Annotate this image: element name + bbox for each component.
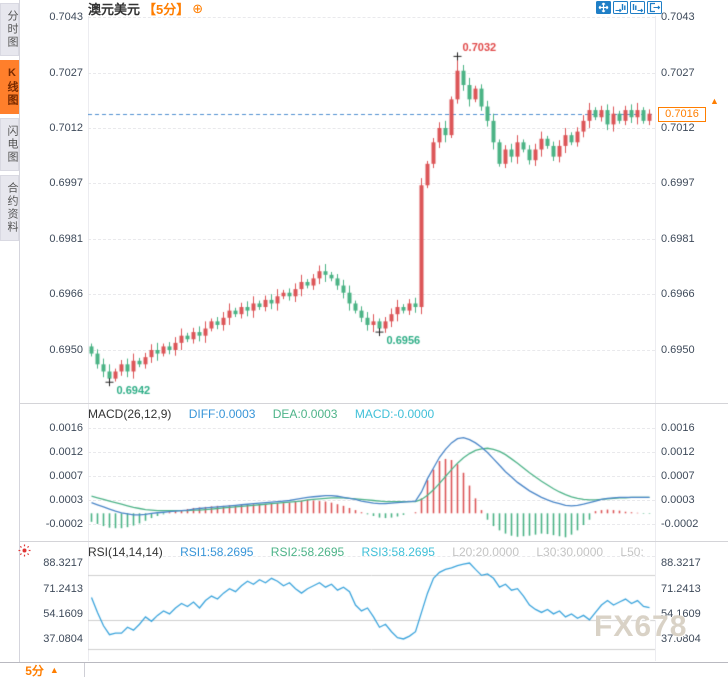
axis-tick-label: 0.7043 xyxy=(661,11,695,23)
sidebar-tab-time-chart[interactable]: 分时图 xyxy=(0,3,19,56)
expand-range-icon[interactable] xyxy=(630,1,645,14)
axis-tick-label: 0.0016 xyxy=(661,422,695,434)
symbol-title: 澳元美元 xyxy=(88,2,141,17)
axis-tick-label: 0.0003 xyxy=(49,494,83,506)
axis-tick-label: 0.0003 xyxy=(661,494,695,506)
axis-tick-label: 0.6966 xyxy=(49,288,83,300)
sidebar-tab-contract-info[interactable]: 合约资料 xyxy=(0,175,19,241)
axis-tick-label: 71.2413 xyxy=(43,583,83,595)
axis-tick-label: 0.0007 xyxy=(661,470,695,482)
sidebar-tab-kline-chart[interactable]: K线图 xyxy=(0,60,19,114)
candlestick-chart[interactable] xyxy=(88,16,655,402)
axis-tick-label: 71.2413 xyxy=(661,583,701,595)
period-selector[interactable]: 5分 ▲ xyxy=(0,663,85,678)
axis-tick-label: 37.0804 xyxy=(661,633,701,645)
sidebar: 分时图 K线图 闪电图 合约资料 xyxy=(0,0,20,662)
rsi1-value: RSI1:58.2695 xyxy=(180,545,254,559)
axis-tick-label: 0.6981 xyxy=(661,233,695,245)
axis-tick-label: 0.0007 xyxy=(49,470,83,482)
macd-params: MACD(26,12,9) xyxy=(88,407,172,421)
current-price-badge: 0.7016 xyxy=(658,107,706,122)
axis-tick-label: 88.3217 xyxy=(661,557,701,569)
axis-tick-label: 0.7012 xyxy=(661,122,695,134)
axis-tick-label: 88.3217 xyxy=(43,557,83,569)
macd-diff-value: DIFF:0.0003 xyxy=(188,407,256,421)
rsi3-value: RSI3:58.2695 xyxy=(361,545,435,559)
period-selector-label: 5分 xyxy=(25,663,44,678)
macd-header: MACD(26,12,9) DIFF:0.0003 DEA:0.0003 MAC… xyxy=(88,407,448,423)
axis-tick-label: 0.7027 xyxy=(661,67,695,79)
axis-tick-label: 0.6950 xyxy=(661,344,695,356)
shrink-range-icon[interactable] xyxy=(613,1,628,14)
axis-tick-label: 0.7012 xyxy=(49,122,83,134)
rsi-chart[interactable] xyxy=(88,556,655,661)
macd-dea-value: DEA:0.0003 xyxy=(272,407,338,421)
macd-hist-value: MACD:-0.0000 xyxy=(354,407,435,421)
rsi-l30-label: L30:30.0000 xyxy=(536,545,604,559)
axis-tick-label: 0.7043 xyxy=(49,11,83,23)
plot-right-border xyxy=(655,16,656,661)
axis-tick-label: 0.0012 xyxy=(49,446,83,458)
add-indicator-icon[interactable]: ⊕ xyxy=(192,1,204,16)
axis-tick-label: -0.0002 xyxy=(45,518,83,530)
rsi-l50-label: L50: xyxy=(620,545,644,559)
period-tag: 【5分】 xyxy=(143,2,190,17)
panel-separator-rsi xyxy=(20,541,728,542)
axis-tick-label: 0.6981 xyxy=(49,233,83,245)
chart-toolbar xyxy=(596,1,662,14)
exit-icon[interactable] xyxy=(647,1,662,14)
macd-chart[interactable] xyxy=(88,412,655,540)
price-up-arrow-icon: ▲ xyxy=(710,96,719,106)
bottom-bar: 5分 ▲ xyxy=(0,662,728,678)
axis-tick-label: 54.1609 xyxy=(661,608,701,620)
axis-tick-label: 0.6997 xyxy=(661,177,695,189)
axis-tick-label: 0.6966 xyxy=(661,288,695,300)
rsi2-value: RSI2:58.2695 xyxy=(270,545,345,559)
axis-tick-label: 37.0804 xyxy=(43,633,83,645)
axis-tick-label: 0.7027 xyxy=(49,67,83,79)
panel-separator-macd xyxy=(20,403,728,404)
axis-tick-label: 0.6950 xyxy=(49,344,83,356)
axis-tick-label: 0.0016 xyxy=(49,422,83,434)
indicator-settings-icon[interactable] xyxy=(18,544,31,557)
rsi-l20-label: L20:20.0000 xyxy=(452,545,519,559)
chevron-up-icon: ▲ xyxy=(49,665,59,675)
pan-icon[interactable] xyxy=(596,1,611,14)
sidebar-tab-lightning-chart[interactable]: 闪电图 xyxy=(0,118,19,171)
fx678-watermark: FX678 xyxy=(594,610,688,643)
axis-tick-label: -0.0002 xyxy=(661,518,699,530)
rsi-header: RSI(14,14,14) RSI1:58.2695 RSI2:58.2695 … xyxy=(88,545,658,561)
axis-tick-label: 54.1609 xyxy=(43,608,83,620)
rsi-params: RSI(14,14,14) xyxy=(88,545,163,559)
axis-tick-label: 0.6997 xyxy=(49,177,83,189)
title-bar: 澳元美元 【5分】 ⊕ xyxy=(88,1,204,17)
axis-tick-label: 0.0012 xyxy=(661,446,695,458)
